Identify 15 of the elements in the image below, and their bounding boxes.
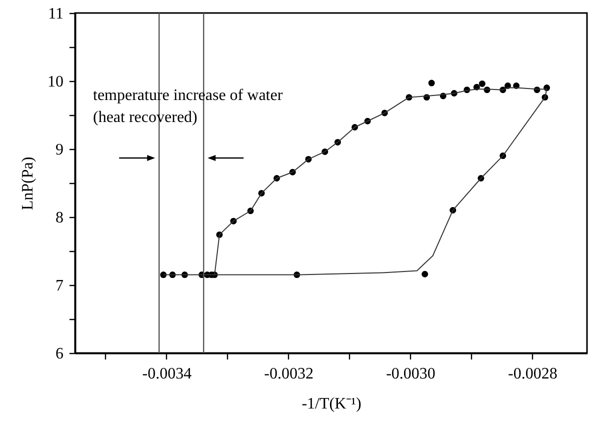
y-tick-label: 7 — [56, 278, 64, 294]
point — [478, 80, 486, 87]
y-tick-label: 9 — [56, 142, 64, 158]
point — [428, 80, 435, 86]
x-tick-label: -0.0030 — [386, 366, 436, 382]
point — [422, 270, 428, 278]
x-tick-label: -0.0028 — [508, 366, 558, 382]
y-tick-label: 11 — [48, 6, 64, 22]
y-tick-label: 6 — [56, 346, 64, 362]
y-tick-label: 8 — [56, 210, 64, 226]
x-tick-label: -0.0034 — [142, 366, 192, 382]
x-tick-label: -0.0032 — [264, 366, 314, 382]
y-axis-title: LnP(Pa) — [20, 156, 36, 210]
y-tick-label: 10 — [48, 74, 64, 90]
x-axis-title: -1/T(K⁻¹) — [302, 396, 362, 412]
